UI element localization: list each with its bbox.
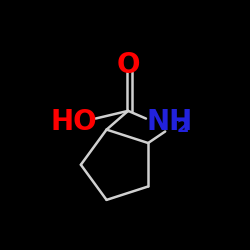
Text: NH: NH bbox=[146, 108, 192, 136]
Text: O: O bbox=[116, 51, 140, 79]
Text: HO: HO bbox=[50, 108, 97, 136]
Text: 2: 2 bbox=[177, 118, 190, 136]
